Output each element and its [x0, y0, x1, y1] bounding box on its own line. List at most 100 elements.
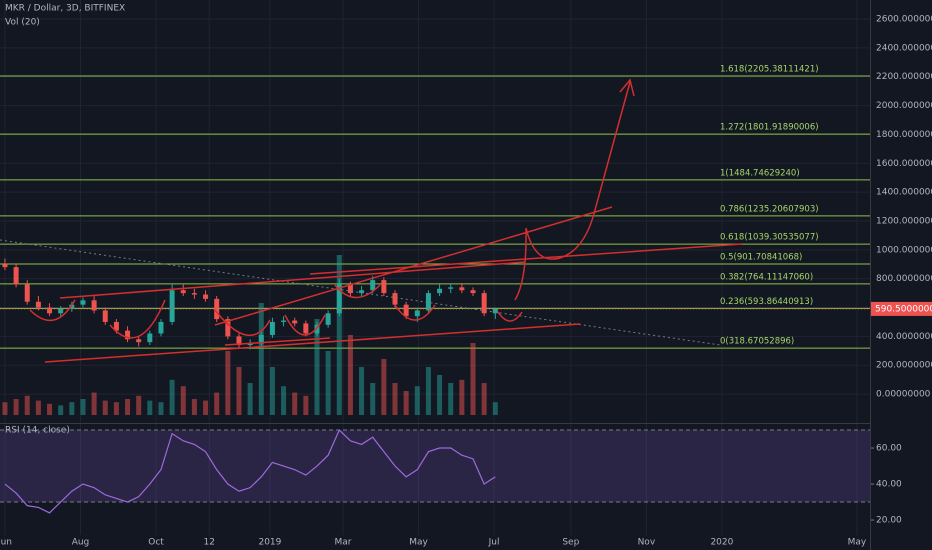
candle-body [147, 333, 153, 343]
current-price-box [871, 301, 932, 316]
candle-body [180, 290, 186, 294]
candle-body [492, 308, 498, 314]
volume-bar [281, 386, 287, 415]
candle-body [113, 321, 119, 331]
volume-title: Vol (20) [5, 18, 40, 28]
volume-bar [136, 395, 142, 415]
volume-bar [303, 395, 309, 415]
volume-bar [169, 379, 175, 415]
x-tick-label: Jul [488, 538, 500, 548]
candle-body [325, 313, 331, 325]
y-tick-label: 1000.00000000 [876, 245, 932, 255]
volume-bar [247, 383, 253, 415]
y-tick-label: 200.00000000 [876, 361, 932, 371]
rsi-tick-label: 40.00 [876, 480, 902, 490]
volume-bar [113, 402, 119, 415]
candle-body [403, 304, 409, 317]
volume-bar [147, 400, 153, 415]
projection-path [514, 81, 631, 301]
volume-bar [214, 392, 220, 415]
candle-body [437, 288, 443, 294]
volume-bar [225, 351, 231, 415]
volume-bar [80, 399, 86, 415]
y-tick-label: 1600.00000000 [876, 159, 932, 169]
volume-bar [292, 392, 298, 415]
candle-body [35, 301, 41, 308]
candle-body [347, 284, 353, 294]
fib-label: 0(318.67052896) [720, 337, 794, 347]
volume-bar [24, 395, 30, 415]
fib-label: 1(1484.74629240) [720, 168, 800, 178]
wedge-lower [224, 337, 331, 346]
candle-body [203, 294, 209, 299]
volume-bar [336, 255, 342, 415]
rsi-tick-label: 20.00 [876, 516, 902, 526]
y-tick-label: 0.00000000 [876, 390, 931, 400]
candle-body [247, 343, 253, 346]
channel-upper [59, 261, 526, 299]
volume-bar [180, 386, 186, 415]
candle-body [125, 330, 131, 340]
candle-body [481, 293, 487, 314]
y-tick-label: 2200.00000000 [876, 72, 932, 82]
candle-body [169, 290, 175, 322]
candle-body [470, 290, 476, 294]
candle-body [236, 336, 242, 346]
axis-separator [870, 0, 871, 550]
candle-body [370, 280, 376, 291]
fib-label: 0.618(1039.30535077) [720, 233, 819, 243]
candle-body [24, 284, 30, 302]
rsi-line [4, 428, 496, 514]
volume-bar [470, 343, 476, 415]
fib-label: 0.786(1235.20607903) [720, 204, 819, 214]
candle-body [336, 284, 342, 314]
cup [109, 299, 166, 339]
x-tick-label: Jun [0, 538, 12, 548]
rsi-tick-label: 60.00 [876, 444, 902, 454]
candle-body [269, 321, 275, 335]
fib-label: 0.382(764.11147060) [720, 272, 813, 282]
volume-bar [314, 319, 320, 415]
x-tick-label: Mar [335, 538, 352, 548]
y-tick-label: 2400.00000000 [876, 43, 932, 53]
candle-body [314, 324, 320, 334]
candle-body [292, 320, 298, 324]
candle-body [47, 307, 53, 314]
y-tick-label: 1800.00000000 [876, 130, 932, 140]
cup [497, 311, 523, 322]
x-tick-label: May [409, 538, 428, 548]
volume-bar [125, 399, 131, 415]
volume-bar [191, 399, 197, 415]
volume-bar [58, 405, 64, 415]
volume-bar [448, 383, 454, 415]
volume-bar [203, 400, 209, 415]
candle-body [69, 304, 75, 309]
candle-body [191, 293, 197, 295]
volume-bar [158, 402, 164, 415]
candle-body [281, 320, 287, 322]
trend-dotted [0, 239, 721, 346]
wedge-upper [214, 206, 613, 326]
volume-bar [91, 392, 97, 415]
current-price-label: 590.50000000 [875, 304, 932, 314]
volume-bar [414, 386, 420, 415]
candle-body [459, 287, 465, 291]
rsi-band [0, 430, 870, 503]
chart-title: MKR / Dollar, 3D, BITFINEX [5, 4, 125, 14]
candle-body [102, 310, 108, 322]
fib-label: 0.5(901.70841068) [720, 253, 802, 263]
y-tick-label: 2600.00000000 [876, 15, 932, 25]
candle-body [13, 267, 19, 285]
volume-bar [459, 379, 465, 415]
candle-body [258, 334, 264, 344]
fib-label: 0.236(593.86440913) [720, 297, 813, 307]
volume-bar [269, 367, 275, 415]
fib-label: 1.272(1801.91890006) [720, 123, 819, 133]
x-tick-label: Oct [148, 538, 164, 548]
volume-bar [2, 402, 8, 415]
volume-bar [236, 367, 242, 415]
volume-bar [392, 383, 398, 415]
x-tick-label: 2019 [258, 538, 281, 548]
